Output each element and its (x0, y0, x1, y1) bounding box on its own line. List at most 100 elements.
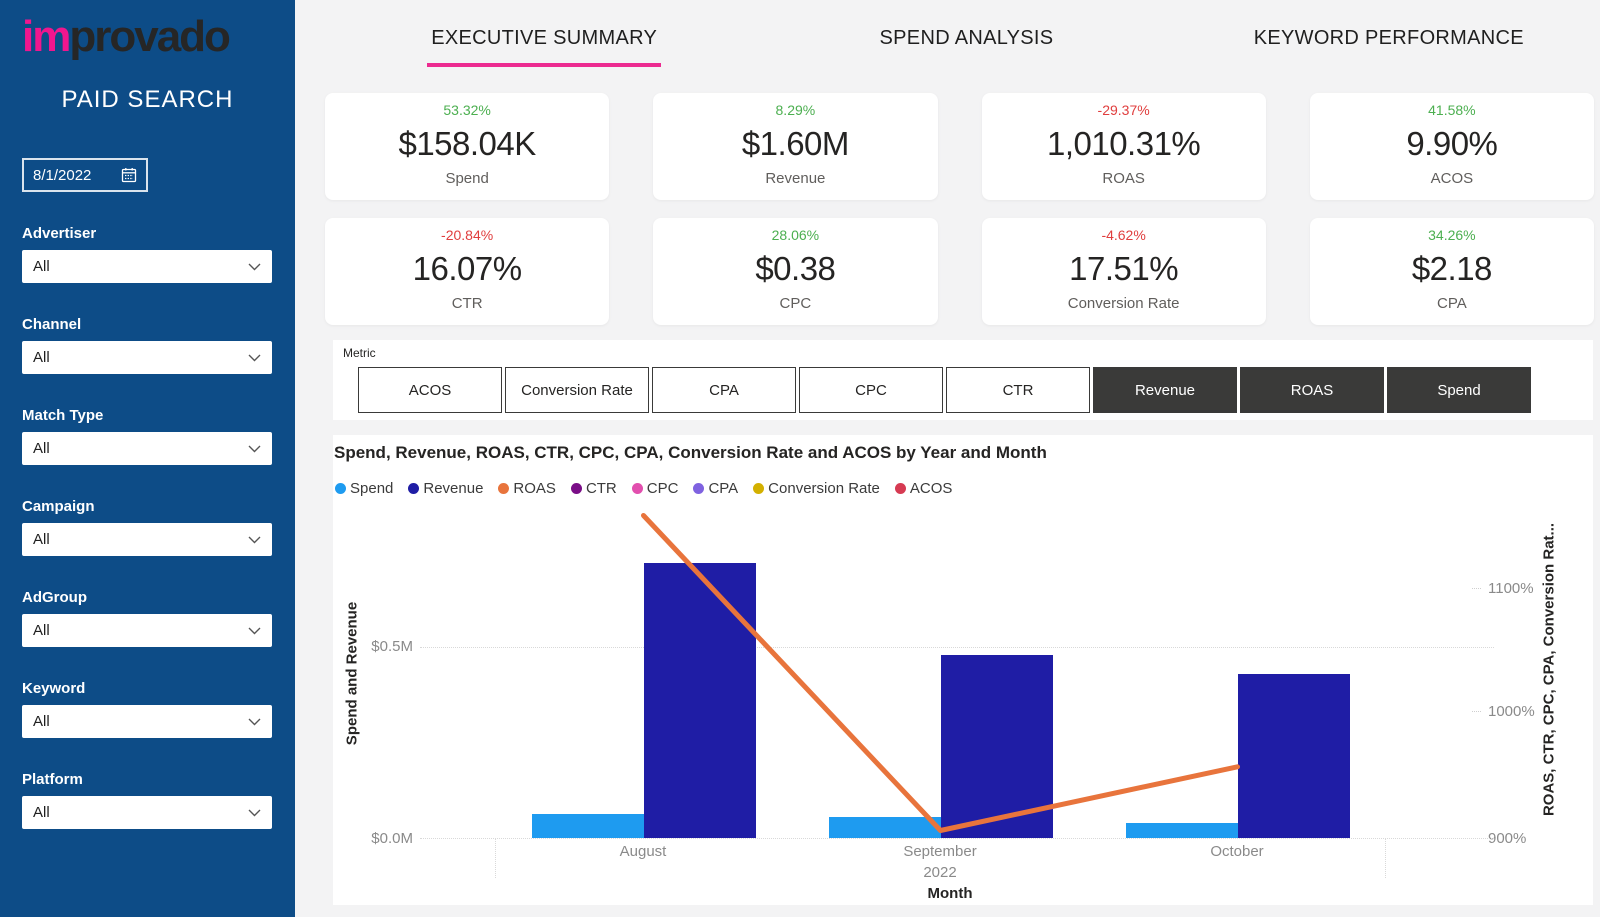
filter-keyword: Keyword All (22, 680, 273, 739)
legend-dot (335, 483, 346, 494)
kpi-delta: 28.06% (771, 227, 820, 243)
legend-item-roas[interactable]: ROAS (498, 480, 556, 497)
tab-executive-summary[interactable]: EXECUTIVE SUMMARY (333, 27, 755, 67)
metric-button-revenue[interactable]: Revenue (1093, 367, 1237, 413)
spend-bar-september[interactable] (828, 817, 941, 838)
spend-bar-august[interactable] (531, 814, 644, 838)
logo-rest: provado (69, 12, 231, 61)
match-type-select[interactable]: All (22, 432, 272, 466)
kpi-delta: -29.37% (1097, 102, 1150, 118)
legend-item-spend[interactable]: Spend (335, 480, 393, 497)
main-content: EXECUTIVE SUMMARY SPEND ANALYSIS KEYWORD… (295, 0, 1600, 917)
spend-bar-october[interactable] (1125, 823, 1238, 838)
page-title: PAID SEARCH (61, 86, 234, 114)
kpi-grid: 53.32% $158.04K Spend 8.29% $1.60M Reven… (325, 93, 1594, 325)
kpi-card-cpa: 34.26% $2.18 CPA (1309, 218, 1594, 325)
filter-label: Campaign (22, 498, 95, 516)
chart-legend: Spend Revenue ROAS CTR CPC CPA Conversio… (335, 480, 952, 497)
legend-dot (570, 483, 582, 494)
selected-value: All (33, 531, 50, 549)
legend-dot (631, 483, 643, 494)
x-tick-year: 2022 (923, 864, 957, 881)
tab-spend-analysis[interactable]: SPEND ANALYSIS (879, 26, 1054, 49)
kpi-card-cpc: 28.06% $0.38 CPC (653, 218, 938, 325)
selected-value: All (33, 440, 50, 458)
metric-slicer-panel: Metric ACOS Conversion Rate CPA CPC CTR … (333, 340, 1593, 420)
gridline-0-5m (420, 647, 1494, 648)
kpi-card-roas: -29.37% 1,010.31% ROAS (981, 93, 1266, 200)
adgroup-select[interactable]: All (22, 614, 272, 648)
improvado-logo: improvado (22, 12, 273, 61)
metric-button-roas[interactable]: ROAS (1240, 367, 1384, 413)
tab-keyword-performance[interactable]: KEYWORD PERFORMANCE (1253, 26, 1524, 49)
kpi-value: 17.51% (1069, 250, 1179, 287)
right-axis-tick: 1100% (1488, 580, 1534, 597)
chart-title: Spend, Revenue, ROAS, CTR, CPC, CPA, Con… (334, 443, 1047, 462)
x-tick-october: October (1210, 843, 1264, 860)
legend-item-conversion-rate[interactable]: Conversion Rate (753, 480, 880, 497)
kpi-label: CTR (451, 295, 483, 312)
axis-bracket-left (495, 838, 496, 878)
selected-value: All (33, 622, 50, 640)
filter-label: AdGroup (22, 589, 87, 607)
kpi-delta: 8.29% (775, 102, 816, 118)
right-axis-tick: 900% (1488, 830, 1527, 847)
legend-item-cpa[interactable]: CPA (693, 480, 738, 497)
legend-item-cpc[interactable]: CPC (631, 480, 678, 497)
kpi-card-revenue: 8.29% $1.60M Revenue (653, 93, 938, 200)
gridline-baseline (420, 838, 1494, 839)
legend-dot (408, 483, 420, 494)
keyword-select[interactable]: All (22, 705, 272, 739)
kpi-card-conversion-rate: -4.62% 17.51% Conversion Rate (981, 218, 1266, 325)
campaign-select[interactable]: All (22, 523, 272, 557)
selected-value: All (33, 349, 50, 367)
advertiser-select[interactable]: All (22, 250, 272, 284)
metric-button-acos[interactable]: ACOS (358, 367, 502, 413)
kpi-label: ROAS (1102, 170, 1145, 187)
kpi-value: $158.04K (398, 125, 536, 162)
line-layer (641, 513, 1240, 833)
legend-item-revenue[interactable]: Revenue (408, 480, 483, 497)
chevron-down-icon (248, 536, 261, 544)
filter-campaign: Campaign All (22, 498, 273, 557)
left-axis-tick: $0.5M (371, 638, 413, 655)
metric-button-spend[interactable]: Spend (1387, 367, 1531, 413)
legend-dot (894, 483, 906, 494)
kpi-delta: 53.32% (443, 102, 491, 118)
date-input[interactable]: 8/1/2022 (22, 158, 148, 193)
metric-button-cpa[interactable]: CPA (652, 367, 796, 413)
revenue-bar-august[interactable] (643, 563, 756, 838)
chevron-down-icon (248, 627, 261, 635)
kpi-delta: -20.84% (441, 227, 494, 243)
metric-button-conversion-rate[interactable]: Conversion Rate (505, 367, 649, 413)
logo-prefix: im (22, 12, 71, 61)
chevron-down-icon (248, 718, 261, 726)
filter-label: Channel (22, 316, 82, 334)
roas-line[interactable] (641, 513, 1240, 833)
legend-item-ctr[interactable]: CTR (570, 480, 617, 497)
axis-bracket-right (1385, 838, 1386, 878)
revenue-bar-october[interactable] (1237, 674, 1350, 838)
left-axis-title: Spend and Revenue (343, 601, 361, 746)
channel-select[interactable]: All (22, 341, 272, 375)
right-axis-title: ROAS, CTR, CPC, CPA, Conversion Rat... (1540, 522, 1558, 817)
kpi-delta: 34.26% (1428, 227, 1476, 243)
x-tick-september: September (903, 843, 977, 860)
plot-area[interactable] (420, 510, 1494, 839)
filter-label: Match Type (22, 407, 104, 425)
chevron-down-icon (248, 354, 261, 362)
kpi-value: 1,010.31% (1046, 125, 1201, 162)
selected-value: All (33, 713, 50, 731)
metric-button-ctr[interactable]: CTR (946, 367, 1090, 413)
metric-button-cpc[interactable]: CPC (799, 367, 943, 413)
revenue-bar-september[interactable] (940, 655, 1053, 838)
filter-advertiser: Advertiser All (22, 225, 273, 284)
platform-select[interactable]: All (22, 796, 272, 830)
chevron-down-icon (248, 809, 261, 817)
x-tick-august: August (619, 843, 667, 860)
filter-label: Advertiser (22, 225, 97, 243)
legend-item-acos[interactable]: ACOS (894, 480, 952, 497)
kpi-card-spend: 53.32% $158.04K Spend (325, 93, 610, 200)
left-axis-tick: $0.0M (371, 830, 413, 847)
